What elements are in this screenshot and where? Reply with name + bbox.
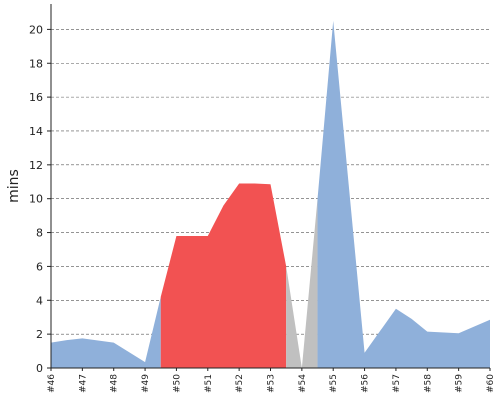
x-tick-label: #48 (110, 374, 120, 393)
x-tick-label: #52 (235, 374, 245, 393)
area-segment-2 (160, 183, 287, 368)
y-tick-label: 0 (36, 362, 43, 375)
x-tick-label: #54 (298, 374, 308, 393)
x-tick-label: #59 (455, 374, 465, 393)
x-tick-label: #49 (141, 374, 151, 393)
area-segment-4 (317, 20, 490, 368)
area-segment-3 (286, 198, 318, 368)
x-tick-label: #58 (423, 374, 433, 393)
x-tick-label: #46 (47, 374, 57, 393)
x-tick-label: #56 (361, 374, 371, 393)
x-tick-labels: #46 #47 #48 #49 #50 #51 #52 #53 #54 #55 #56 #57 #58 #… (47, 368, 496, 393)
y-tick-label: 12 (29, 159, 43, 172)
y-tick-labels: 0 2 4 6 8 10 12 14 16 18 20 (29, 23, 51, 375)
area-segment-1 (51, 296, 161, 368)
y-axis-title: mins (6, 169, 22, 203)
y-tick-label: 18 (29, 57, 43, 70)
y-tick-label: 2 (36, 328, 43, 341)
x-tick-label: #51 (204, 374, 214, 393)
y-tick-label: 16 (29, 91, 43, 104)
y-tick-label: 6 (36, 260, 43, 273)
x-tick-label: #55 (329, 374, 339, 393)
x-tick-label: #50 (172, 374, 182, 393)
y-tick-label: 10 (29, 193, 43, 206)
y-tick-label: 8 (36, 227, 43, 240)
y-tick-label: 4 (36, 294, 43, 307)
area-series (51, 20, 490, 368)
y-tick-label: 14 (29, 125, 43, 138)
x-tick-label: #47 (78, 374, 88, 393)
x-tick-label: #53 (267, 374, 277, 393)
x-tick-label: #57 (392, 374, 402, 393)
x-tick-label: #60 (486, 374, 496, 393)
y-tick-label: 20 (29, 23, 43, 36)
